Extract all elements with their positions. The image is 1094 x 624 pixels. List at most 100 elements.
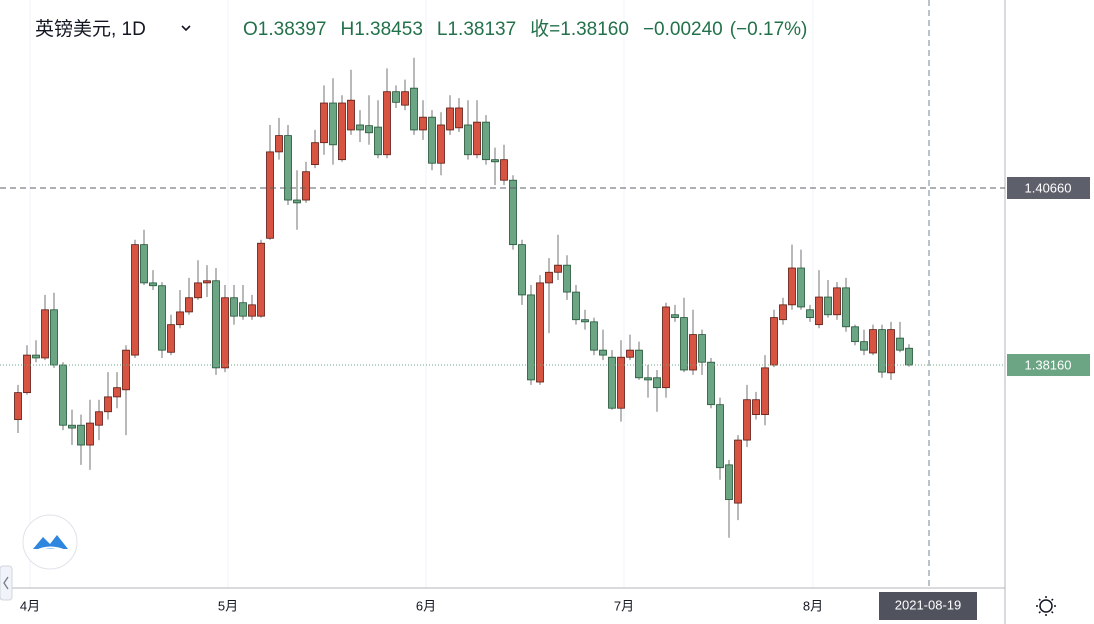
candle-body [671,314,679,318]
candle-body [275,135,283,153]
symbol-title[interactable]: 英镑美元, 1D [35,18,146,40]
candle-body [401,91,409,106]
candle-body [50,309,58,366]
price-label-box [1007,354,1090,377]
candle-body [536,282,544,383]
candle-body [680,317,688,371]
candle-body [185,297,193,313]
candle-body [788,267,796,306]
candle-body [860,341,868,351]
candle-body [95,411,103,426]
logo-button[interactable] [22,514,78,570]
candle-body [842,287,850,328]
legend-key: H [340,19,354,40]
candle-body [23,354,31,394]
candle-body [437,124,445,164]
candle-body [149,282,157,287]
x-tick-label: 6月 [416,598,436,613]
candle-body [374,126,382,156]
candle-body [554,264,562,273]
candle-body [698,334,706,363]
candle-body [302,171,310,201]
candle-body [356,124,364,131]
candle-body [212,280,220,369]
legend-change: −0.00240 [643,19,723,40]
scroll-left-button[interactable] [0,565,13,601]
candle-body [428,116,436,164]
candle-body [347,99,355,131]
candle-body [887,329,895,374]
candle-body [590,321,598,351]
legend-value: 1.38453 [354,19,423,40]
overlay: 1.40660 1.38160 [0,176,1090,377]
candle-body [599,349,607,356]
candle-body [248,304,256,317]
candle-body [284,135,292,201]
candle-body [824,296,832,316]
grid [29,0,814,588]
candle-body [419,116,427,131]
price-label: 1.38160 [1025,357,1072,372]
candle-body [482,121,490,161]
candle-body [167,324,175,353]
candle-body [545,271,553,284]
candle-body [32,354,40,359]
candle-body [689,334,697,371]
settings-icon[interactable] [1036,596,1056,616]
candle-body [122,349,130,391]
legend-value: 1.38160 [560,19,629,40]
interval-dropdown-icon[interactable] [181,25,191,32]
candle-body [833,287,841,316]
candle-body [473,121,481,156]
candle-body [140,244,148,284]
candle-body [194,282,202,299]
candle-body [815,296,823,326]
legend-key: O [243,19,258,40]
candle-body [905,347,913,366]
candle-body [68,424,76,429]
legend-key: L [437,19,448,40]
candle-body [176,311,184,326]
candle-body [806,309,814,318]
x-tick-label: 8月 [803,598,823,613]
candle-body [725,464,733,500]
legend-key: 收= [530,18,560,40]
candle-body [896,337,904,351]
candle-body [662,306,670,389]
candle-body [617,356,625,409]
candle-body [509,179,517,246]
candle-body [113,387,121,398]
candle-body [527,294,535,381]
candle-body [563,264,571,293]
candle-body [572,291,580,321]
candle-body [221,297,229,369]
candle-body [41,309,49,359]
price-label-box [1007,176,1090,199]
candle-body [329,102,337,146]
candle-body [203,280,211,284]
candle-body [716,404,724,469]
candle-body [257,242,265,317]
candle-body [635,349,643,379]
x-tick-label: 4月 [20,598,40,613]
candle-body [104,396,112,413]
candle-body [518,244,526,296]
candle-body [869,329,877,354]
x-tick-label: 5月 [218,598,238,613]
candle-body [752,399,760,415]
candle-body [158,285,166,351]
candle-body [707,361,715,406]
candle-body [581,319,589,323]
candle-body [230,297,238,317]
candle-body [59,364,67,426]
candle-body [77,424,85,446]
candle-body [491,159,499,163]
crosshair-date: 2021-08-19 [895,597,962,612]
candle-body [653,377,661,389]
candle-body [446,107,454,131]
candle-body [455,107,463,129]
candle-body [464,124,472,156]
legend-value: 1.38397 [258,19,327,40]
